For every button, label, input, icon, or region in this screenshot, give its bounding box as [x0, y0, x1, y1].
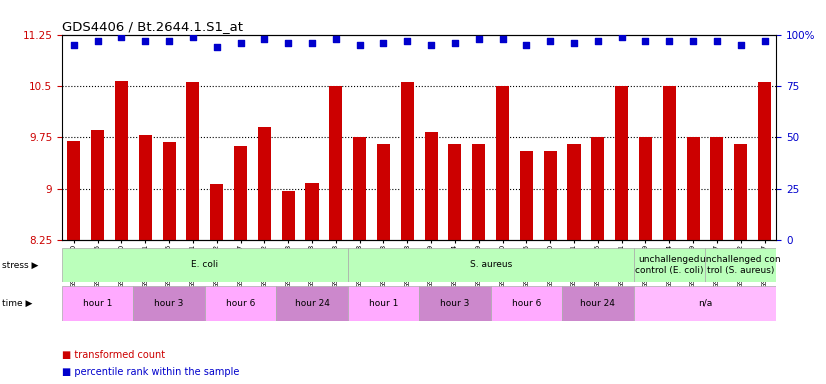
Text: hour 6: hour 6 [225, 299, 255, 308]
Point [353, 42, 366, 48]
Bar [520, 151, 533, 240]
Bar [205, 286, 276, 321]
Point [163, 38, 176, 44]
Point [282, 40, 295, 46]
Point [710, 38, 724, 44]
Bar [258, 127, 271, 240]
Point [377, 40, 390, 46]
Point [401, 38, 414, 44]
Bar [710, 137, 724, 240]
Bar [567, 144, 581, 240]
Bar [634, 286, 776, 321]
Point [591, 38, 605, 44]
Text: GDS4406 / Bt.2644.1.S1_at: GDS4406 / Bt.2644.1.S1_at [62, 20, 243, 33]
Bar [348, 248, 634, 282]
Bar [348, 286, 419, 321]
Text: unchallenged
control (E. coli): unchallenged control (E. coli) [635, 255, 704, 275]
Point [139, 38, 152, 44]
Point [520, 42, 533, 48]
Bar [544, 151, 557, 240]
Point [210, 44, 223, 50]
Text: ■ percentile rank within the sample: ■ percentile rank within the sample [62, 367, 240, 377]
Bar [686, 137, 700, 240]
Bar [163, 142, 176, 240]
Point [472, 36, 486, 42]
Bar [133, 286, 205, 321]
Point [91, 38, 104, 44]
Bar [282, 191, 295, 240]
Point [615, 33, 629, 40]
Point [425, 42, 438, 48]
Bar [377, 144, 390, 240]
Text: S. aureus: S. aureus [469, 260, 512, 270]
Text: hour 3: hour 3 [154, 299, 184, 308]
Bar [591, 137, 605, 240]
Bar [562, 286, 634, 321]
Bar [330, 86, 343, 240]
Bar [425, 132, 438, 240]
Point [306, 40, 319, 46]
Point [686, 38, 700, 44]
Bar [115, 81, 128, 240]
Bar [401, 83, 414, 240]
Text: hour 3: hour 3 [440, 299, 470, 308]
Bar [615, 86, 629, 240]
Point [567, 40, 581, 46]
Bar [419, 286, 491, 321]
Text: n/a: n/a [698, 299, 712, 308]
Point [187, 33, 200, 40]
Text: hour 24: hour 24 [581, 299, 615, 308]
Point [258, 36, 271, 42]
Point [449, 40, 462, 46]
Bar [306, 183, 319, 240]
Bar [634, 248, 705, 282]
Text: hour 1: hour 1 [83, 299, 112, 308]
Point [544, 38, 557, 44]
Bar [353, 137, 366, 240]
Point [734, 42, 748, 48]
Point [115, 33, 128, 40]
Bar [67, 141, 80, 240]
Bar [491, 286, 562, 321]
Text: unchallenged con
trol (S. aureus): unchallenged con trol (S. aureus) [700, 255, 781, 275]
Point [662, 38, 676, 44]
Bar [449, 144, 462, 240]
Point [234, 40, 247, 46]
Bar [62, 286, 133, 321]
Bar [758, 83, 771, 240]
Bar [276, 286, 348, 321]
Bar [734, 144, 748, 240]
Bar [91, 131, 104, 240]
Bar [234, 146, 247, 240]
Point [638, 38, 652, 44]
Text: hour 6: hour 6 [511, 299, 541, 308]
Point [496, 36, 509, 42]
Bar [662, 86, 676, 240]
Text: time ▶: time ▶ [2, 299, 33, 308]
Bar [62, 248, 348, 282]
Bar [210, 184, 223, 240]
Text: hour 1: hour 1 [368, 299, 398, 308]
Point [758, 38, 771, 44]
Bar [638, 137, 652, 240]
Text: ■ transformed count: ■ transformed count [62, 350, 165, 360]
Bar [139, 135, 152, 240]
Bar [472, 144, 486, 240]
Bar [187, 83, 200, 240]
Text: E. coli: E. coli [192, 260, 218, 270]
Text: hour 24: hour 24 [295, 299, 330, 308]
Bar [496, 86, 509, 240]
Point [330, 36, 343, 42]
Text: stress ▶: stress ▶ [2, 260, 39, 270]
Point [67, 42, 80, 48]
Bar [705, 248, 776, 282]
